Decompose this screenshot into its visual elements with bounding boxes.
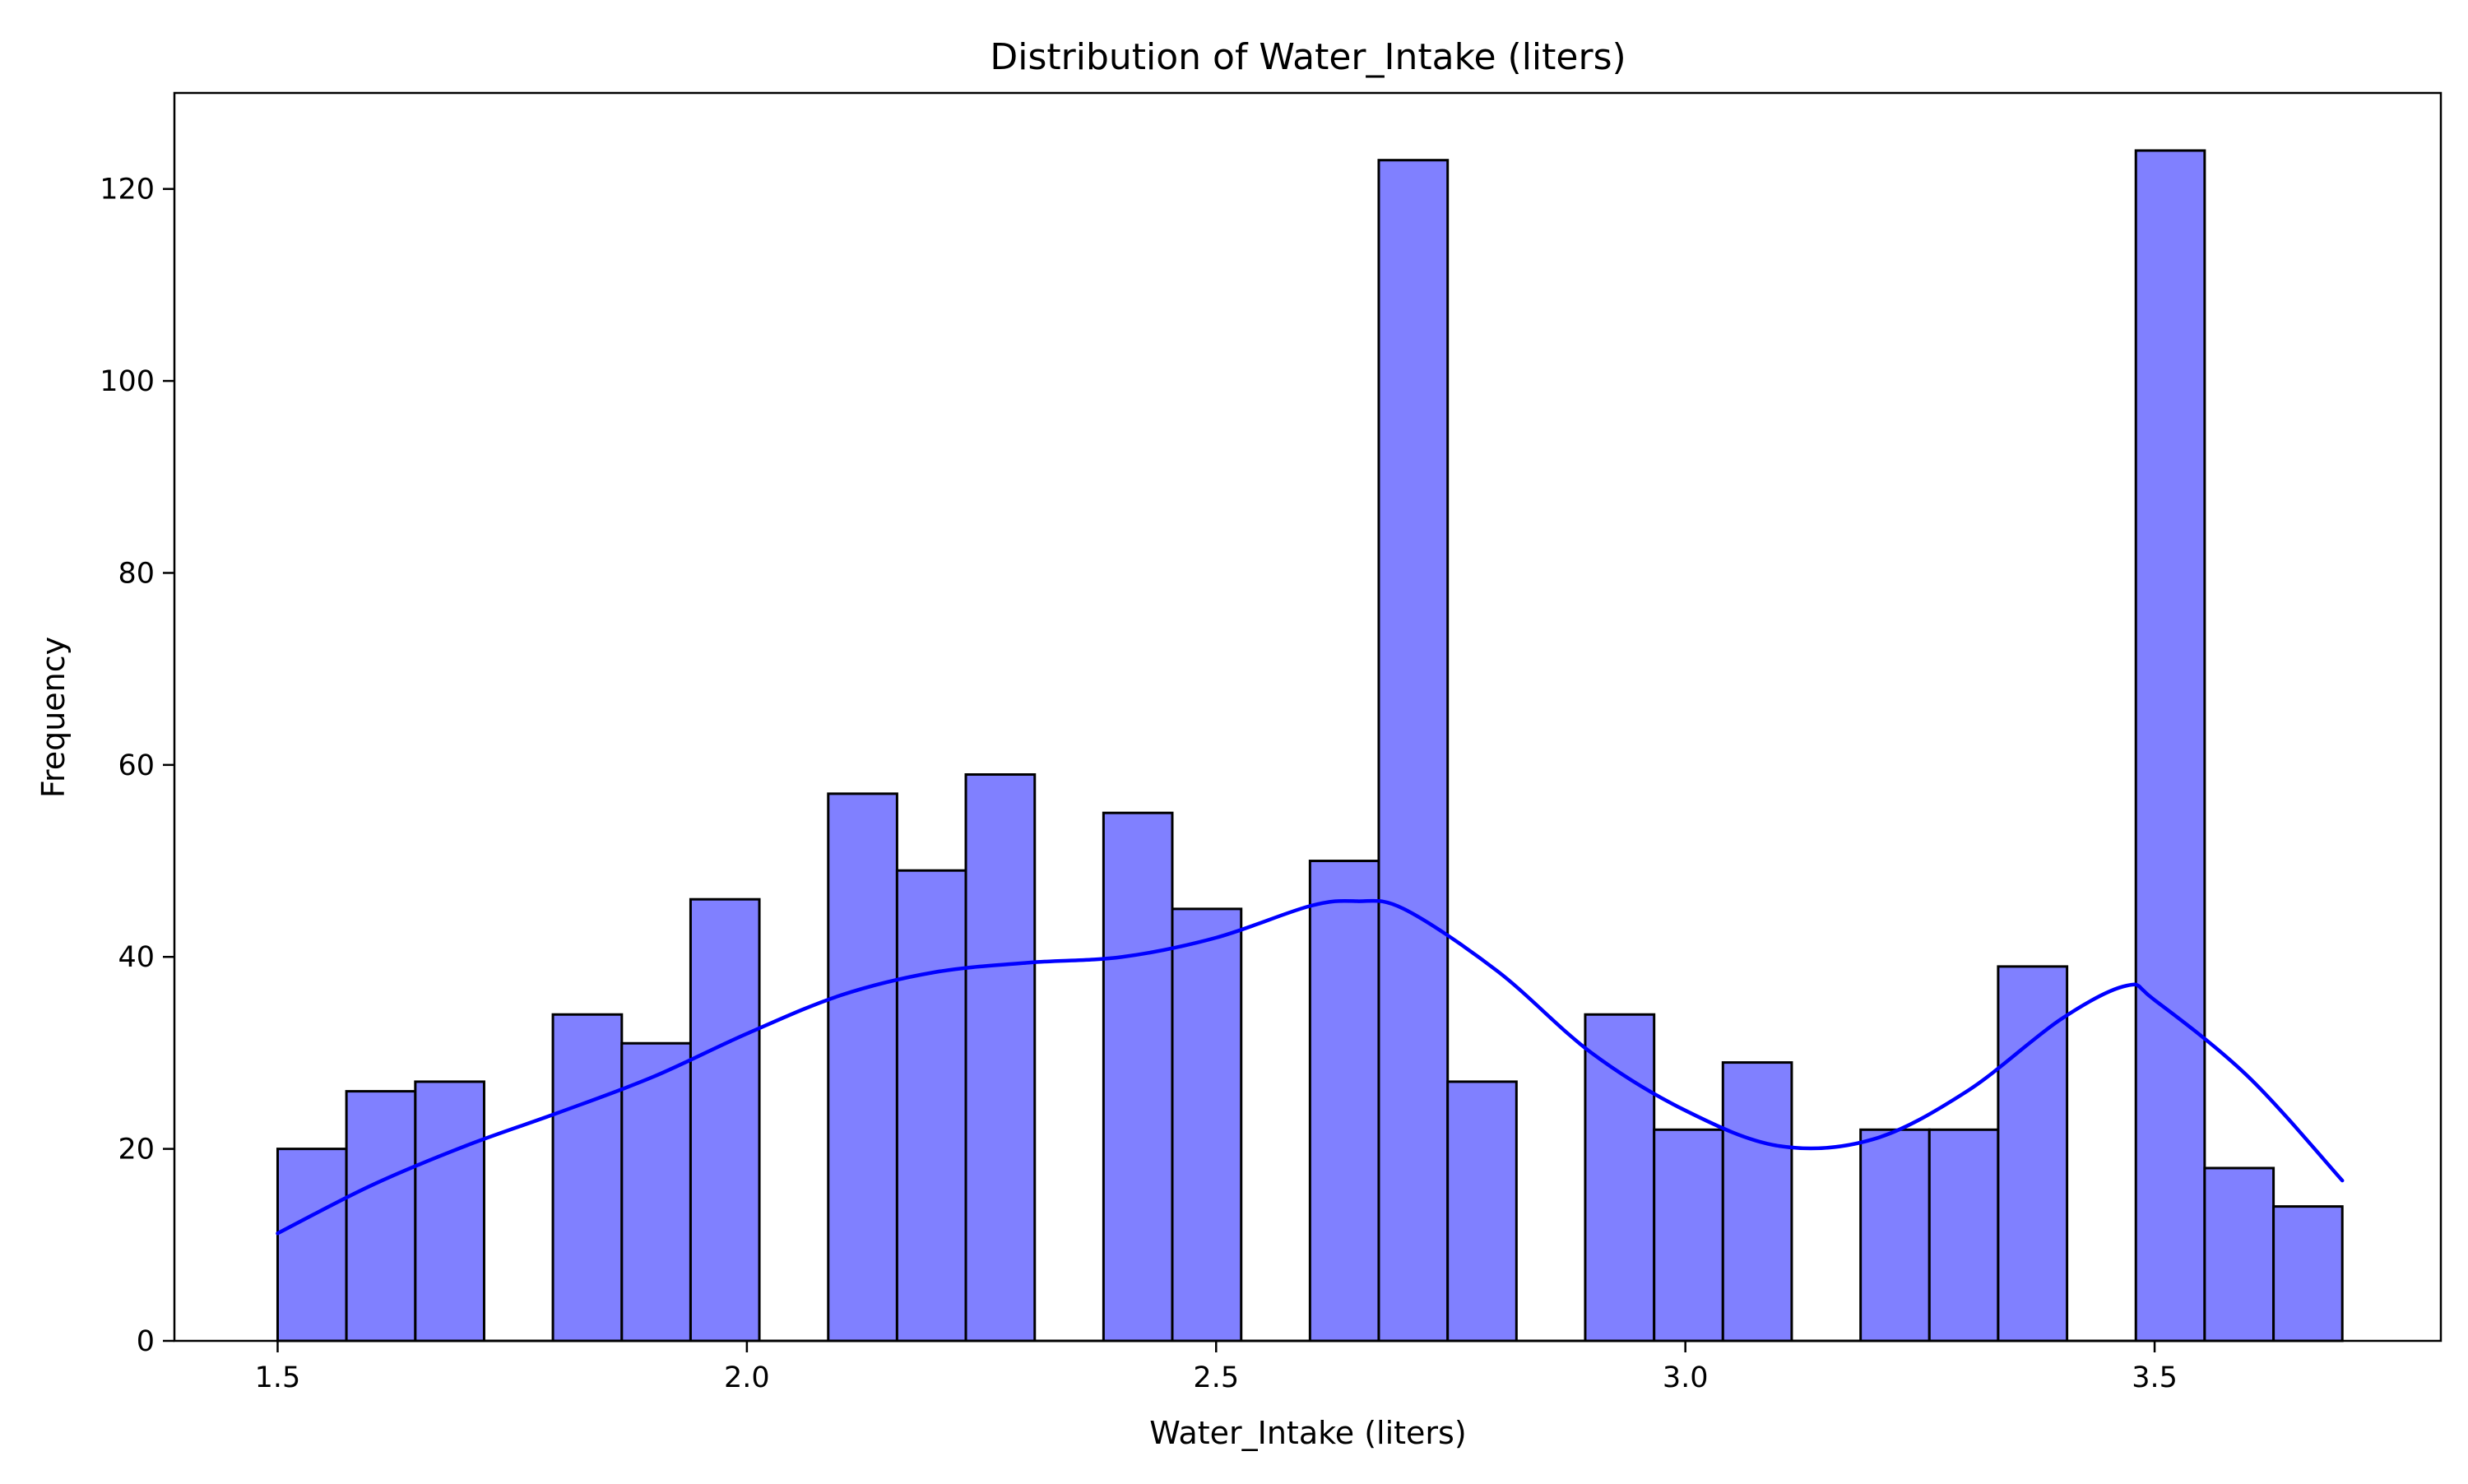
x-tick-label-2: 2.5 <box>1193 1361 1239 1394</box>
histogram-bar-24 <box>1928 1128 2000 1343</box>
y-tick-label-6: 120 <box>100 174 155 206</box>
histogram-bar-13 <box>1171 907 1243 1343</box>
bars-layer <box>276 149 2344 1343</box>
chart-title: Distribution of Water_Intake (liters) <box>990 36 1626 78</box>
x-tick-label-4: 3.5 <box>2132 1361 2178 1394</box>
y-tick-label-2: 40 <box>118 941 155 974</box>
histogram-bar-8 <box>827 792 898 1343</box>
histogram-bar-27 <box>2134 149 2206 1343</box>
y-axis: 0 20 40 60 80 100 120 <box>100 174 174 1358</box>
histogram-bar-12 <box>1102 811 1174 1343</box>
x-tick-label-1: 2.0 <box>724 1361 770 1394</box>
histogram-bar-17 <box>1446 1080 1518 1343</box>
y-axis-label: Frequency <box>35 637 72 798</box>
histogram-bar-15 <box>1308 860 1380 1343</box>
kde-line <box>276 898 2345 1236</box>
x-tick-label-3: 3.0 <box>1663 1361 1709 1394</box>
x-axis-label: Water_Intake (liters) <box>1149 1415 1466 1451</box>
y-tick-label-0: 0 <box>137 1325 155 1358</box>
histogram-bar-21 <box>1721 1061 1793 1343</box>
histogram-bar-1 <box>345 1090 417 1343</box>
y-tick-label-3: 60 <box>118 749 155 782</box>
kde-layer <box>276 898 2345 1236</box>
histogram-bar-5 <box>620 1041 692 1343</box>
histogram-bar-4 <box>551 1013 624 1343</box>
y-tick-label-1: 20 <box>118 1134 155 1166</box>
histogram-bar-29 <box>2272 1205 2344 1343</box>
x-tick-label-0: 1.5 <box>255 1361 301 1394</box>
histogram-bar-9 <box>895 869 967 1343</box>
histogram-bar-0 <box>276 1148 348 1343</box>
y-tick-label-5: 100 <box>100 365 155 398</box>
y-tick-label-4: 80 <box>118 557 155 590</box>
histogram-bar-28 <box>2203 1166 2275 1343</box>
histogram-bar-2 <box>414 1080 485 1343</box>
x-axis: 1.5 2.0 2.5 3.0 3.5 <box>255 1341 2178 1394</box>
histogram-bar-20 <box>1653 1128 1724 1343</box>
histogram-bar-16 <box>1377 159 1450 1343</box>
histogram-bar-19 <box>1584 1013 1656 1343</box>
histogram-bar-10 <box>964 773 1037 1343</box>
plot-frame <box>173 91 2442 1343</box>
histogram-bar-6 <box>689 897 761 1343</box>
histogram-bar-23 <box>1859 1128 1931 1343</box>
